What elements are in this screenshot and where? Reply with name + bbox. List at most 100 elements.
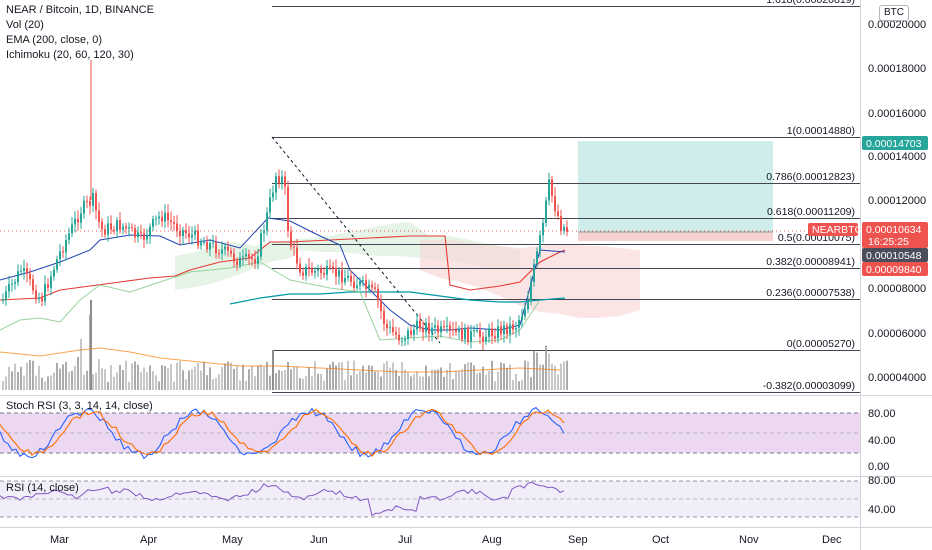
volume-bar [119,364,121,390]
fib-retracement[interactable]: 1.618(0.00020819) 1(0.00014880) 0.786(0.00… [272,0,860,393]
volume-bar [41,377,43,390]
candle-body [350,275,352,282]
volume-bar [68,371,70,390]
candle-body [500,326,502,335]
price-tick: 0.00014000 [868,151,926,163]
volume-bar [467,362,469,390]
volume-bar [113,376,115,390]
volume-bar [11,371,13,390]
candle-body [224,246,226,250]
candle-body [554,195,556,212]
volume-bar [227,361,229,390]
rsi-label[interactable]: RSI (14, close) [6,482,79,494]
volume-bar [470,362,472,390]
volume-bar [494,381,496,390]
volume-bar [284,369,286,390]
candle-body [149,226,151,236]
stoch-rsi-label[interactable]: Stoch RSI (3, 3, 14, 14, close) [6,400,153,412]
candle-body [407,330,409,339]
level-a-tag[interactable]: 0.00010548 [862,248,928,262]
volume-bar [281,370,283,390]
vol-legend[interactable]: Vol (20) [6,19,44,31]
volume-bar [236,366,238,390]
candle-body [314,270,316,273]
candle-body [431,327,433,334]
candle-body [515,327,517,330]
volume-bar [512,380,514,390]
stoch-d-line [0,408,565,457]
stop-zone[interactable] [578,232,773,241]
volume-bar [434,369,436,390]
level-b-tag[interactable]: 0.00009840 [862,262,928,276]
volume-bar [335,365,337,390]
volume-bar [308,367,310,390]
volume-bar [104,369,106,390]
candle-body [143,233,145,240]
candle-body [467,327,469,342]
candle-body [146,235,148,240]
ichimoku-lagging-span [0,261,541,343]
price-candles[interactable] [2,60,568,350]
volume-bar [536,352,538,390]
volume-bar [458,371,460,390]
target-price-tag[interactable]: 0.00014703 [862,136,928,150]
candle-body [77,218,79,223]
volume-bar [338,362,340,390]
fib-level-label: 0(0.00005270) [787,338,855,350]
candle-body [89,201,91,206]
candle-body [50,276,52,288]
volume-bar [542,364,544,390]
volume-bar [77,356,79,390]
last-price-tag[interactable]: NEARBTC 0.00010634 16:25:25 [808,222,928,248]
candle-body [17,271,19,283]
volume-bar [404,369,406,390]
volume-bar [71,370,73,390]
volume-bar [521,379,523,390]
volume-bar [419,376,421,390]
volume-bar [518,381,520,390]
volume-bar [371,366,373,390]
volume-bar [95,372,97,390]
rsi-tick: 80.00 [868,475,896,487]
volume-bar [440,367,442,390]
symbol-title[interactable]: NEAR / Bitcoin, 1D, BINANCE [6,4,154,16]
candle-body [245,254,247,257]
candle-body [428,322,430,334]
ichimoku-cloud-green [175,222,520,290]
fib-level-label: 0.236(0.00007538) [766,287,855,299]
candle-body [65,239,67,253]
ema-legend[interactable]: EMA (200, close, 0) [6,34,102,46]
ichimoku-legend[interactable]: Ichimoku (20, 60, 120, 30) [6,49,134,61]
candle-body [380,300,382,311]
stoch-tick: 0.00 [868,461,889,473]
candle-body [548,179,550,201]
candle-body [125,226,127,229]
volume-bar [314,361,316,390]
volume-bar [377,371,379,390]
candle-body [236,261,238,266]
price-tick: 0.00012000 [868,195,926,207]
fib-trend-line[interactable] [271,136,441,344]
time-tick: Apr [140,534,157,546]
candle-body [29,273,31,280]
time-axis[interactable]: Mar Apr May Jun Jul Aug Sep Oct Nov Dec [50,534,842,546]
volume-bar [437,369,439,390]
candle-body [506,325,508,335]
candle-body [32,279,34,291]
candle-body [230,250,232,254]
candle-body [2,299,4,301]
candle-body [509,324,511,335]
candle-body [476,329,478,331]
candle-body [311,268,313,273]
candle-body [182,230,184,237]
volume-bar [395,370,397,390]
target-zone[interactable] [578,141,773,232]
candle-body [203,241,205,243]
candle-body [83,200,85,214]
volume-bar [32,360,34,390]
candle-body [110,223,112,230]
price-axis[interactable]: 0.00020000 0.00018000 0.00016000 0.00014… [868,19,926,384]
currency-badge[interactable]: BTC [879,5,909,21]
candle-body [341,270,343,283]
